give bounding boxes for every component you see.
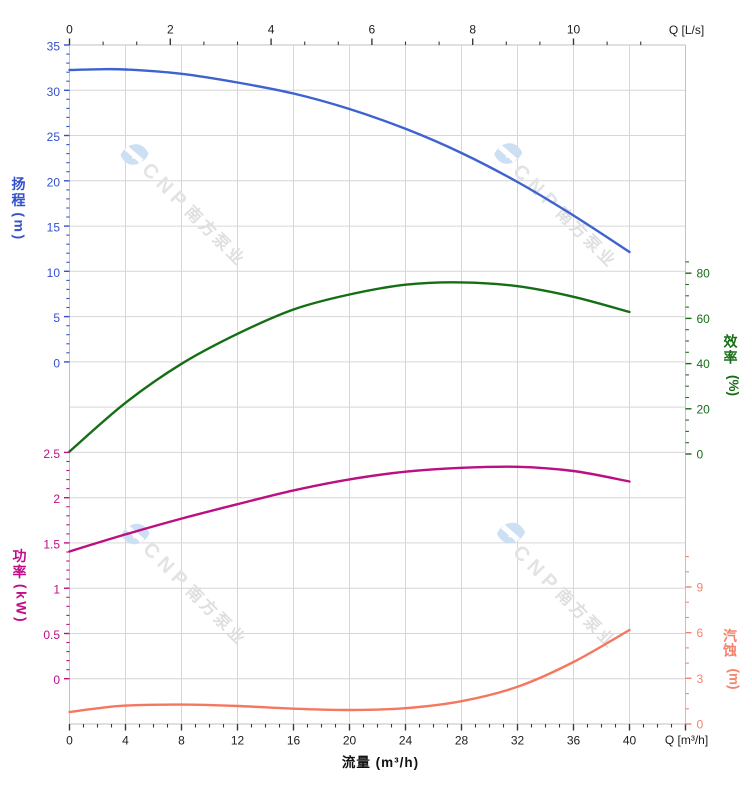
svg-text:8: 8	[178, 734, 185, 748]
svg-text:(m): (m)	[12, 212, 28, 241]
svg-text:2: 2	[167, 22, 174, 36]
svg-text:率: 率	[724, 350, 738, 366]
svg-text:Q [L/s]: Q [L/s]	[669, 23, 704, 37]
svg-text:2: 2	[53, 492, 60, 506]
svg-text:流量 (m³/h): 流量 (m³/h)	[342, 754, 419, 770]
svg-text:0: 0	[53, 356, 60, 370]
svg-text:1.5: 1.5	[43, 537, 60, 551]
svg-text:0: 0	[53, 673, 60, 687]
svg-text:20: 20	[47, 175, 61, 189]
svg-text:1: 1	[53, 583, 60, 597]
svg-text:10: 10	[567, 22, 581, 36]
svg-text:9: 9	[697, 581, 704, 595]
svg-text:0: 0	[697, 718, 704, 732]
svg-text:15: 15	[47, 221, 61, 235]
svg-text:0: 0	[697, 448, 704, 462]
svg-text:4: 4	[268, 22, 275, 36]
svg-text:5: 5	[53, 311, 60, 325]
svg-text:10: 10	[47, 266, 61, 280]
svg-text:扬: 扬	[12, 176, 26, 192]
svg-text:4: 4	[122, 734, 129, 748]
svg-text:12: 12	[231, 734, 245, 748]
svg-text:功: 功	[13, 548, 27, 564]
svg-text:程: 程	[12, 192, 26, 208]
svg-text:率: 率	[13, 564, 27, 580]
svg-text:25: 25	[47, 130, 61, 144]
svg-text:40: 40	[697, 357, 711, 371]
svg-text:效: 效	[724, 334, 739, 350]
svg-text:6: 6	[369, 22, 376, 36]
svg-text:16: 16	[287, 734, 301, 748]
svg-text:20: 20	[697, 402, 711, 416]
svg-text:28: 28	[455, 734, 469, 748]
svg-text:80: 80	[697, 267, 711, 281]
svg-text:0: 0	[66, 22, 73, 36]
svg-text:2.5: 2.5	[43, 447, 60, 461]
svg-text:汽: 汽	[723, 628, 737, 644]
svg-text:(kW): (kW)	[14, 584, 30, 624]
svg-text:36: 36	[567, 734, 581, 748]
svg-text:60: 60	[697, 312, 711, 326]
svg-text:24: 24	[399, 734, 413, 748]
svg-text:0: 0	[66, 734, 73, 748]
svg-text:3: 3	[697, 672, 704, 686]
svg-text:(%): (%)	[726, 375, 741, 396]
svg-text:0.5: 0.5	[43, 628, 60, 642]
svg-text:6: 6	[697, 626, 704, 640]
svg-text:蚀: 蚀	[722, 643, 737, 659]
svg-text:35: 35	[47, 40, 61, 54]
svg-text:(m): (m)	[727, 669, 742, 690]
svg-text:32: 32	[511, 734, 525, 748]
svg-text:40: 40	[623, 734, 637, 748]
svg-text:8: 8	[469, 22, 476, 36]
svg-text:30: 30	[47, 85, 61, 99]
svg-text:Q [m³/h]: Q [m³/h]	[665, 733, 708, 747]
svg-text:20: 20	[343, 734, 357, 748]
